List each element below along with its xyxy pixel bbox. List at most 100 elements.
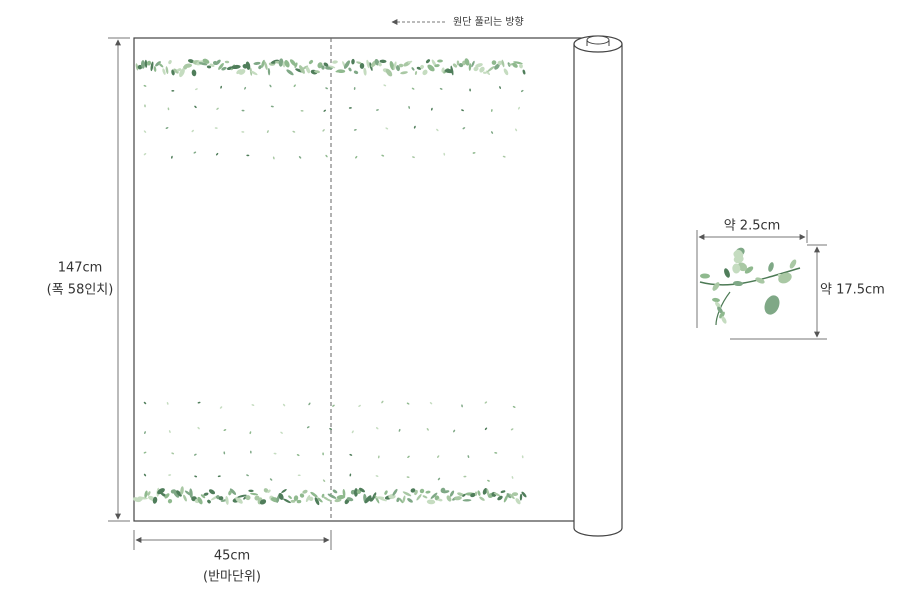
roll-core (586, 35, 610, 45)
leaf (414, 70, 418, 75)
leaf (353, 87, 356, 91)
leaf (349, 473, 352, 477)
leaf (733, 250, 743, 260)
leaf (446, 495, 452, 502)
leaf (137, 64, 143, 70)
leaf (289, 59, 297, 66)
leaf (153, 66, 157, 72)
leaf (453, 429, 456, 433)
leaf (143, 473, 147, 477)
height-note: (폭 58인치) (47, 283, 114, 298)
leaf (426, 428, 429, 431)
leaf (719, 311, 725, 319)
leaf (305, 495, 311, 503)
leaf (502, 155, 506, 158)
leaf (237, 494, 247, 498)
leaf (286, 69, 294, 76)
leaf (412, 156, 415, 159)
leaf (308, 496, 314, 501)
leaf (143, 153, 147, 156)
leaf (436, 128, 439, 132)
leaf (712, 297, 720, 303)
leaf (721, 316, 727, 324)
leaf (377, 455, 380, 459)
leaf (501, 59, 505, 68)
leaf (150, 61, 154, 72)
leaf (223, 451, 226, 455)
leaf (477, 490, 481, 496)
leaf (249, 492, 259, 496)
leaf (755, 277, 765, 284)
leaf (732, 263, 741, 274)
leaf (437, 498, 443, 502)
leaf (513, 61, 523, 65)
leaf (497, 60, 503, 66)
leaf (258, 65, 262, 70)
leaf (209, 63, 215, 67)
leaf (143, 130, 147, 133)
leaf (231, 64, 241, 70)
leaf (270, 105, 274, 108)
leaf (768, 262, 774, 272)
leaf (515, 128, 518, 132)
leaf (162, 68, 166, 75)
leaf (375, 427, 379, 430)
leaf (374, 58, 380, 66)
leaf (267, 489, 271, 493)
leaf (487, 65, 495, 72)
leaf (317, 62, 323, 69)
leaf (267, 68, 271, 76)
leaf (325, 154, 328, 158)
leaf (472, 152, 476, 154)
leaf (328, 65, 336, 69)
leaf (411, 87, 415, 90)
leaf (332, 404, 335, 407)
leaf (308, 402, 311, 406)
leaf (500, 490, 506, 494)
leaf (381, 154, 385, 157)
leaf (206, 65, 212, 69)
leaf (171, 452, 175, 455)
leaf (411, 67, 415, 71)
leaf (473, 66, 479, 72)
leaf (278, 58, 284, 67)
leaf (348, 67, 352, 72)
leaf (351, 430, 354, 434)
leaf (293, 84, 296, 88)
leaf (325, 87, 328, 90)
leaf (241, 109, 245, 112)
leaf (269, 84, 272, 88)
leaf (484, 427, 488, 431)
leaf (452, 63, 458, 68)
leaf (191, 69, 197, 77)
leaf (346, 497, 354, 502)
leaf (167, 107, 170, 111)
leaf (171, 155, 173, 159)
leaf (471, 60, 475, 68)
leaf (323, 62, 329, 67)
leaf (512, 62, 518, 68)
leaf (207, 499, 211, 504)
detail-width-label: 약 2.5cm (724, 219, 781, 234)
leaf (461, 404, 463, 408)
leaf (359, 63, 365, 69)
leaf (197, 496, 203, 505)
leaf (283, 498, 291, 504)
leaf (398, 428, 401, 432)
leaf (469, 88, 471, 92)
leaf (764, 295, 780, 315)
leaf (179, 68, 185, 78)
leaf (278, 492, 284, 500)
leaf (427, 64, 435, 72)
leaf (456, 60, 460, 66)
leaf (143, 84, 147, 87)
leaf (420, 64, 424, 69)
leaf (326, 498, 332, 502)
leaf (407, 455, 410, 458)
leaf (375, 109, 379, 111)
leaf (434, 64, 440, 68)
leaf (510, 428, 514, 431)
leaf (246, 154, 250, 157)
leaf (355, 155, 358, 159)
leaf (486, 70, 490, 76)
